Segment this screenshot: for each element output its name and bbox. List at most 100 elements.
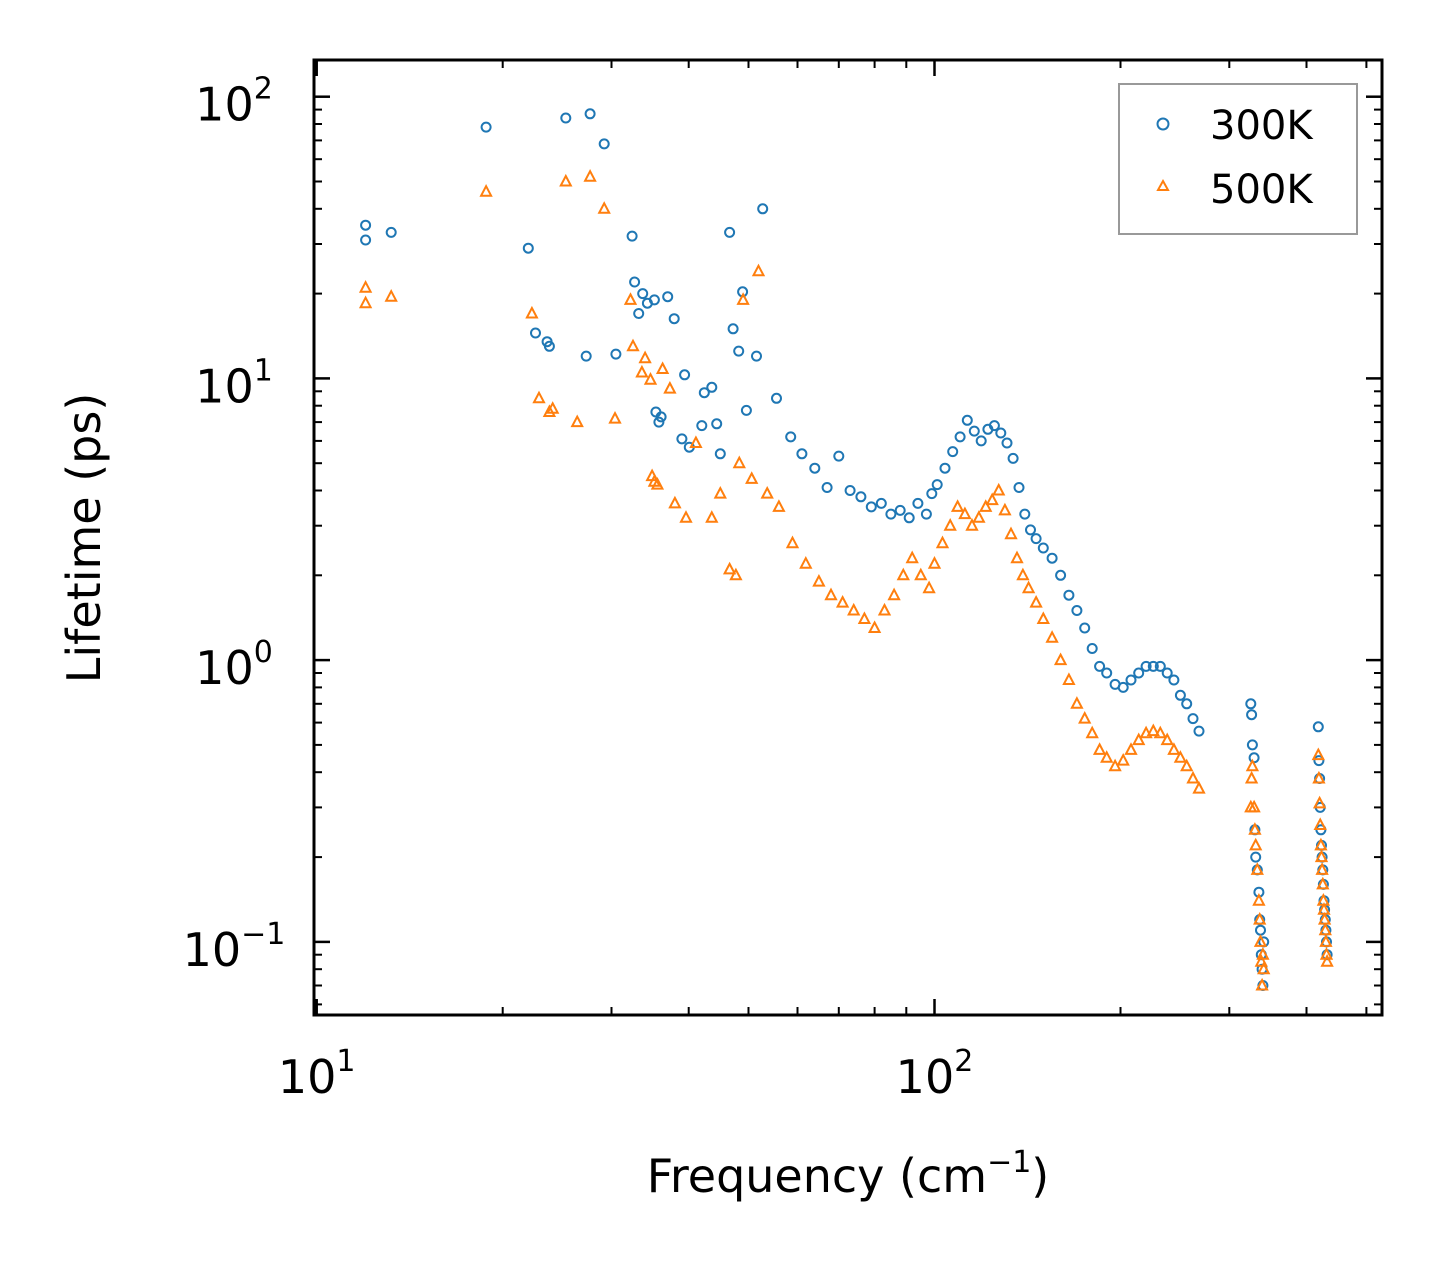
point-300k	[1046, 552, 1058, 564]
y-tick-label: 102	[195, 72, 273, 132]
point-300k	[1246, 709, 1258, 721]
point-500k	[1010, 550, 1024, 564]
point-300k	[629, 276, 641, 288]
point-500k	[736, 292, 750, 305]
point-300k	[796, 448, 808, 460]
point-300k	[785, 431, 797, 443]
point-500k	[1004, 526, 1018, 540]
point-500k	[799, 556, 813, 569]
point-300k	[903, 512, 915, 524]
point-500k	[751, 263, 766, 277]
point-500k	[729, 567, 743, 581]
point-500k	[570, 414, 584, 428]
point-300k	[360, 219, 372, 231]
point-300k	[584, 108, 596, 120]
point-300k	[1161, 667, 1173, 679]
point-300k	[1312, 721, 1324, 733]
point-500k	[732, 455, 746, 469]
point-300k	[610, 348, 622, 360]
point-300k	[1094, 660, 1106, 672]
point-300k	[648, 294, 660, 306]
point-300k	[975, 435, 987, 447]
point-300k	[1025, 524, 1036, 536]
point-500k	[583, 169, 597, 182]
point-300k	[385, 226, 397, 238]
x-axis-label: Frequency (cm−1)	[647, 1145, 1050, 1203]
point-300k	[706, 381, 718, 393]
point-500k	[1029, 594, 1043, 608]
point-500k	[650, 476, 665, 490]
point-300k	[844, 485, 856, 496]
point-300k	[740, 404, 752, 416]
point-500k	[985, 492, 999, 506]
point-300k	[1147, 660, 1159, 672]
point-300k	[727, 323, 739, 335]
point-500k	[1078, 710, 1092, 724]
point-500k	[824, 587, 838, 601]
point-300k	[1055, 569, 1067, 581]
point-300k	[912, 497, 924, 509]
point-300k	[1007, 452, 1019, 464]
point-500k	[1252, 893, 1266, 906]
point-500k	[857, 611, 872, 624]
point-500k	[1314, 849, 1329, 863]
point-500k	[935, 535, 950, 549]
point-300k	[1246, 739, 1258, 751]
point-500k	[1062, 672, 1076, 685]
data-layer	[358, 108, 1334, 991]
point-300k	[833, 450, 845, 462]
point-300k	[1019, 508, 1031, 520]
y-tick-label-exp: 0	[254, 635, 273, 670]
point-500k	[358, 280, 373, 293]
y-tick-label-exp: 2	[254, 72, 273, 107]
x-tick-label-base: 10	[278, 1050, 337, 1104]
point-500k	[1192, 780, 1206, 794]
y-tick-label: 100	[195, 635, 273, 695]
point-500k	[655, 361, 670, 374]
point-500k	[1186, 770, 1200, 784]
point-500k	[1244, 770, 1259, 784]
x-tick-label: 102	[896, 1044, 974, 1104]
point-500k	[1092, 742, 1107, 755]
point-300k	[1117, 681, 1129, 693]
point-500k	[965, 518, 979, 531]
point-500k	[992, 482, 1006, 496]
point-300k	[653, 416, 665, 428]
point-500k	[679, 510, 693, 523]
point-500k	[772, 499, 786, 512]
point-300k	[1181, 698, 1193, 710]
point-500k	[689, 435, 703, 448]
point-500k	[542, 404, 557, 417]
point-300k	[968, 425, 980, 437]
point-500k	[1100, 750, 1114, 763]
point-500k	[1316, 876, 1330, 890]
point-300k	[733, 345, 745, 357]
point-300k	[894, 504, 906, 516]
y-tick-label: 101	[195, 353, 273, 413]
point-500k	[812, 573, 826, 587]
point-500k	[722, 561, 737, 575]
x-tick-label-exp: 1	[336, 1044, 355, 1079]
point-500k	[958, 506, 972, 520]
point-300k	[1125, 674, 1137, 686]
point-500k	[785, 535, 800, 549]
point-300k	[1248, 752, 1260, 764]
x-tick-label-exp: 2	[954, 1044, 973, 1079]
point-300k	[679, 369, 691, 381]
point-500k	[1085, 725, 1099, 739]
point-500k	[1248, 822, 1262, 835]
point-300k	[668, 313, 680, 325]
point-300k	[1079, 622, 1091, 634]
point-500k	[1153, 725, 1167, 739]
point-500k	[1253, 911, 1267, 925]
point-500k	[546, 401, 560, 414]
point-500k	[532, 390, 546, 404]
y-axis-label: Lifetime (ps)	[57, 393, 111, 684]
point-300k	[920, 508, 932, 520]
point-500k	[1180, 758, 1194, 772]
point-500k	[643, 372, 658, 385]
point-500k	[638, 350, 652, 364]
y-tick-label-exp: −1	[241, 917, 285, 952]
